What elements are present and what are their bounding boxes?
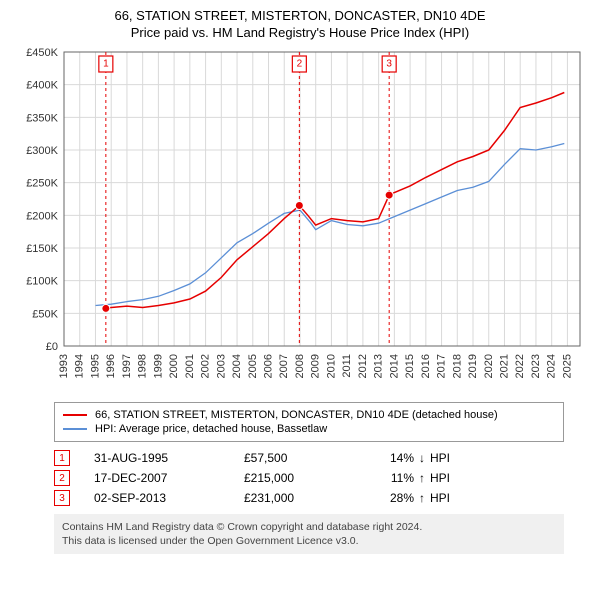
- footer-line2: This data is licensed under the Open Gov…: [62, 534, 556, 548]
- legend-label: 66, STATION STREET, MISTERTON, DONCASTER…: [95, 409, 498, 421]
- svg-text:2011: 2011: [341, 354, 353, 378]
- svg-text:2009: 2009: [310, 354, 322, 378]
- sale-date: 02-SEP-2013: [94, 491, 244, 505]
- svg-text:2008: 2008: [294, 354, 306, 378]
- svg-text:£50K: £50K: [32, 308, 58, 320]
- sale-marker-box: 2: [54, 470, 70, 486]
- sale-hpi-label: HPI: [430, 451, 470, 465]
- svg-text:£400K: £400K: [26, 80, 58, 92]
- legend-label: HPI: Average price, detached house, Bass…: [95, 423, 327, 435]
- svg-text:1997: 1997: [121, 354, 133, 378]
- svg-text:£450K: £450K: [26, 47, 58, 59]
- svg-text:£100K: £100K: [26, 276, 58, 288]
- svg-text:2022: 2022: [514, 354, 526, 378]
- footer-line1: Contains HM Land Registry data © Crown c…: [62, 520, 556, 534]
- sale-marker-box: 1: [54, 450, 70, 466]
- svg-text:2002: 2002: [200, 354, 212, 378]
- sale-arrow-icon: ↑: [414, 491, 430, 505]
- svg-text:2006: 2006: [263, 354, 275, 378]
- sale-marker-box: 3: [54, 490, 70, 506]
- sale-price: £57,500: [244, 451, 354, 465]
- sale-price: £215,000: [244, 471, 354, 485]
- sale-hpi-label: HPI: [430, 471, 470, 485]
- svg-text:1: 1: [103, 59, 109, 70]
- svg-text:2025: 2025: [561, 354, 573, 378]
- sale-pct: 28%: [354, 491, 414, 505]
- chart-svg: £0 £50K £100K £150K £200K £250K £300K £350K £400…: [10, 46, 590, 396]
- sale-arrow-icon: ↓: [414, 451, 430, 465]
- sale-date: 31-AUG-1995: [94, 451, 244, 465]
- sale-row: 3 02-SEP-2013£231,00028%↑HPI: [54, 490, 564, 506]
- sale-price: £231,000: [244, 491, 354, 505]
- sale-hpi-label: HPI: [430, 491, 470, 505]
- svg-text:2001: 2001: [184, 354, 196, 378]
- svg-text:2018: 2018: [451, 354, 463, 378]
- legend-swatch: [63, 428, 87, 430]
- svg-text:1993: 1993: [58, 354, 70, 378]
- svg-text:£0: £0: [46, 341, 58, 353]
- legend-row: 66, STATION STREET, MISTERTON, DONCASTER…: [63, 409, 555, 421]
- svg-text:2019: 2019: [467, 354, 479, 378]
- svg-text:2003: 2003: [215, 354, 227, 378]
- svg-text:£300K: £300K: [26, 145, 58, 157]
- svg-text:2023: 2023: [530, 354, 542, 378]
- sale-row: 2 17-DEC-2007£215,00011%↑HPI: [54, 470, 564, 486]
- legend: 66, STATION STREET, MISTERTON, DONCASTER…: [54, 402, 564, 442]
- svg-text:2016: 2016: [420, 354, 432, 378]
- svg-text:1999: 1999: [152, 354, 164, 378]
- sale-row: 1 31-AUG-1995£57,50014%↓HPI: [54, 450, 564, 466]
- svg-text:2010: 2010: [325, 354, 337, 378]
- svg-text:1998: 1998: [137, 354, 149, 378]
- chart-container: 66, STATION STREET, MISTERTON, DONCASTER…: [0, 0, 600, 564]
- svg-text:£350K: £350K: [26, 112, 58, 124]
- svg-text:2020: 2020: [483, 354, 495, 378]
- svg-text:2000: 2000: [168, 354, 180, 378]
- sale-arrow-icon: ↑: [414, 471, 430, 485]
- svg-text:2021: 2021: [498, 354, 510, 378]
- svg-text:3: 3: [386, 59, 392, 70]
- chart: £0 £50K £100K £150K £200K £250K £300K £350K £400…: [10, 46, 590, 396]
- title-block: 66, STATION STREET, MISTERTON, DONCASTER…: [10, 8, 590, 40]
- sales-table: 131-AUG-1995£57,50014%↓HPI217-DEC-2007£2…: [54, 450, 564, 506]
- svg-text:£250K: £250K: [26, 178, 58, 190]
- svg-text:2014: 2014: [388, 354, 400, 378]
- svg-text:£150K: £150K: [26, 243, 58, 255]
- svg-text:2007: 2007: [278, 354, 290, 378]
- sale-point-1: [102, 304, 110, 312]
- svg-text:2017: 2017: [436, 354, 448, 378]
- svg-text:1996: 1996: [105, 354, 117, 378]
- svg-text:2004: 2004: [231, 354, 243, 378]
- svg-text:2: 2: [297, 59, 303, 70]
- svg-text:2013: 2013: [373, 354, 385, 378]
- svg-text:1995: 1995: [89, 354, 101, 378]
- svg-text:2024: 2024: [546, 354, 558, 378]
- sale-pct: 11%: [354, 471, 414, 485]
- svg-text:2015: 2015: [404, 354, 416, 378]
- sale-point-3: [385, 191, 393, 199]
- sale-pct: 14%: [354, 451, 414, 465]
- svg-text:£200K: £200K: [26, 210, 58, 222]
- svg-text:2012: 2012: [357, 354, 369, 378]
- title-subtitle: Price paid vs. HM Land Registry's House …: [10, 25, 590, 40]
- svg-text:1994: 1994: [74, 354, 86, 378]
- sale-point-2: [295, 202, 303, 210]
- legend-swatch: [63, 414, 87, 416]
- sale-date: 17-DEC-2007: [94, 471, 244, 485]
- legend-row: HPI: Average price, detached house, Bass…: [63, 423, 555, 435]
- title-address: 66, STATION STREET, MISTERTON, DONCASTER…: [10, 8, 590, 23]
- footer: Contains HM Land Registry data © Crown c…: [54, 514, 564, 554]
- svg-text:2005: 2005: [247, 354, 259, 378]
